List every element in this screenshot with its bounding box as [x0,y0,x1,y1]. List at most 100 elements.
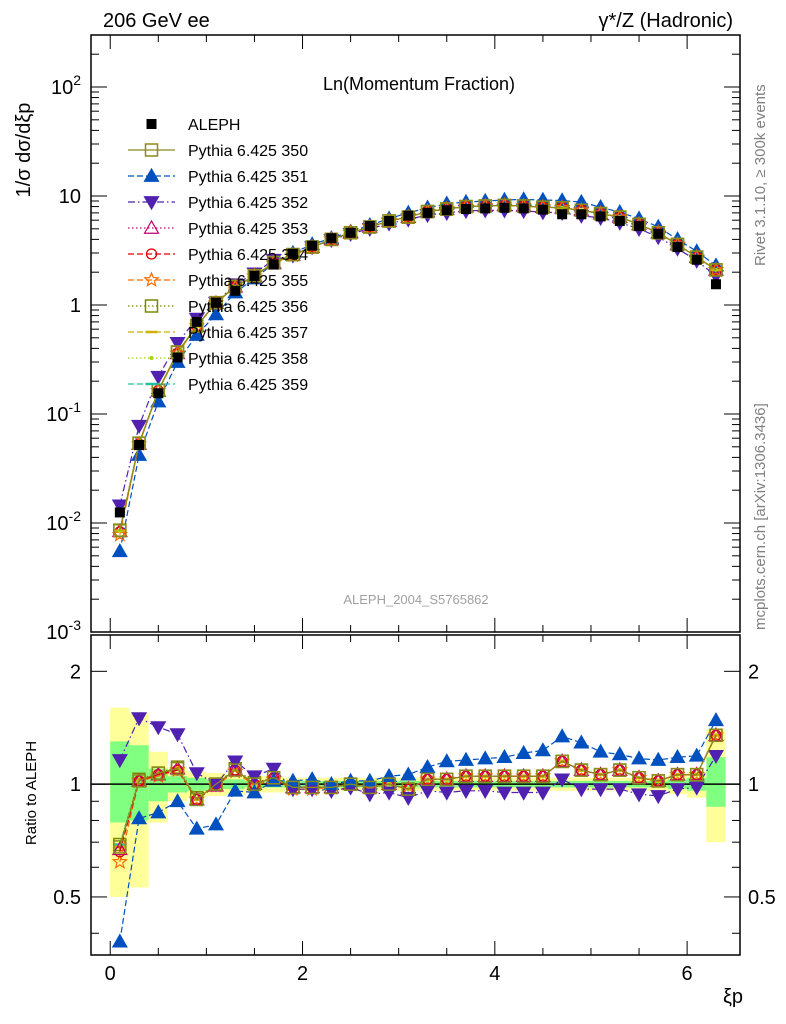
data-point [265,762,282,777]
legend: ALEPH Pythia 6.425 350 Pythia 6.425 351 Pyt… [128,117,308,394]
series-pythia-6-425-350 [113,728,723,854]
data-point [227,755,244,770]
header-right: γ*/Z (Hadronic) [599,10,733,32]
data-point [537,204,548,215]
data-point [210,297,221,308]
data-point [669,748,686,764]
y-tick-label: 10-1 [46,399,81,426]
data-point [384,215,395,226]
legend-label: Pythia 6.425 350 [188,143,308,160]
data-point [669,783,686,798]
data-point [111,853,129,869]
data-point [382,214,396,228]
data-point [190,792,204,807]
data-point [536,769,550,783]
data-point [143,167,160,182]
data-point [497,769,512,783]
data-point [672,242,683,253]
legend-label: Pythia 6.425 358 [188,351,308,368]
data-point [169,728,186,743]
data-point [457,751,475,766]
data-point [419,758,436,773]
legend-item: Pythia 6.425 353 [128,219,308,238]
data-point [554,728,571,743]
data-point [287,248,298,259]
data-point [188,767,205,782]
y-tick-label: 10-2 [46,508,81,535]
data-point [457,784,475,799]
data-point [651,774,666,788]
data-point [573,783,590,798]
data-point [534,786,551,801]
data-point [595,211,606,222]
data-point [134,439,145,450]
data-point [188,317,205,334]
legend-label: Pythia 6.425 359 [188,377,308,394]
data-point [361,788,378,803]
series-aleph [114,202,721,518]
x-tick-label: 0 [105,963,116,985]
data-point [496,748,513,764]
data-point [170,761,185,776]
legend-label: Pythia 6.425 352 [188,195,308,212]
data-point [709,263,723,277]
data-point [209,295,223,310]
y-tick-label: 10-3 [46,617,81,644]
legend-item: ALEPH [146,117,240,134]
data-point [688,781,705,796]
data-point [227,782,244,797]
data-point [592,783,609,798]
data-point [631,788,648,803]
data-point [342,772,359,787]
data-point [111,754,128,769]
legend-item: Pythia 6.425 357 [128,325,308,342]
data-point [111,841,128,856]
data-point [246,770,263,785]
data-point [131,419,148,434]
data-point [555,754,569,769]
legend-item: Pythia 6.425 351 [128,167,308,186]
series-pythia-6-425-351 [111,712,724,948]
data-point [143,219,160,234]
data-point [381,767,398,783]
legend-label: ALEPH [188,117,240,134]
data-point [363,780,377,795]
ratio-y-tick-label-right: 2 [748,661,759,683]
legend-label: Pythia 6.425 356 [188,299,308,316]
data-point [477,784,494,799]
data-point [707,712,724,727]
data-point [515,744,532,759]
data-point [143,196,160,211]
data-point [653,228,664,239]
data-point [111,933,128,948]
ratio-plot-frame [90,634,741,956]
data-point [438,753,455,768]
main-y-axis-label: 1/σ dσ/dξp [13,103,35,198]
main-plot-frame [90,34,741,633]
header-left: 206 GeV ee [103,10,210,32]
x-tick-label: 4 [489,963,500,985]
data-point [460,203,471,214]
data-point [631,750,648,765]
data-point [207,816,225,831]
data-point [574,763,589,777]
data-point [480,203,491,214]
data-point [188,326,205,341]
data-point [709,728,723,743]
data-point [557,209,568,220]
x-tick-label: 6 [682,963,693,985]
legend-label: Pythia 6.425 355 [188,273,308,290]
data-point [324,780,339,795]
data-point [268,259,279,270]
data-point [146,119,157,129]
data-point [188,820,205,835]
data-point [554,773,571,788]
data-point [420,772,435,787]
data-point [419,784,436,799]
legend-item: Pythia 6.425 359 [128,377,308,394]
data-point [209,777,223,791]
data-point [634,221,645,232]
data-point [131,810,148,825]
data-point [113,840,127,854]
data-point [246,784,263,799]
